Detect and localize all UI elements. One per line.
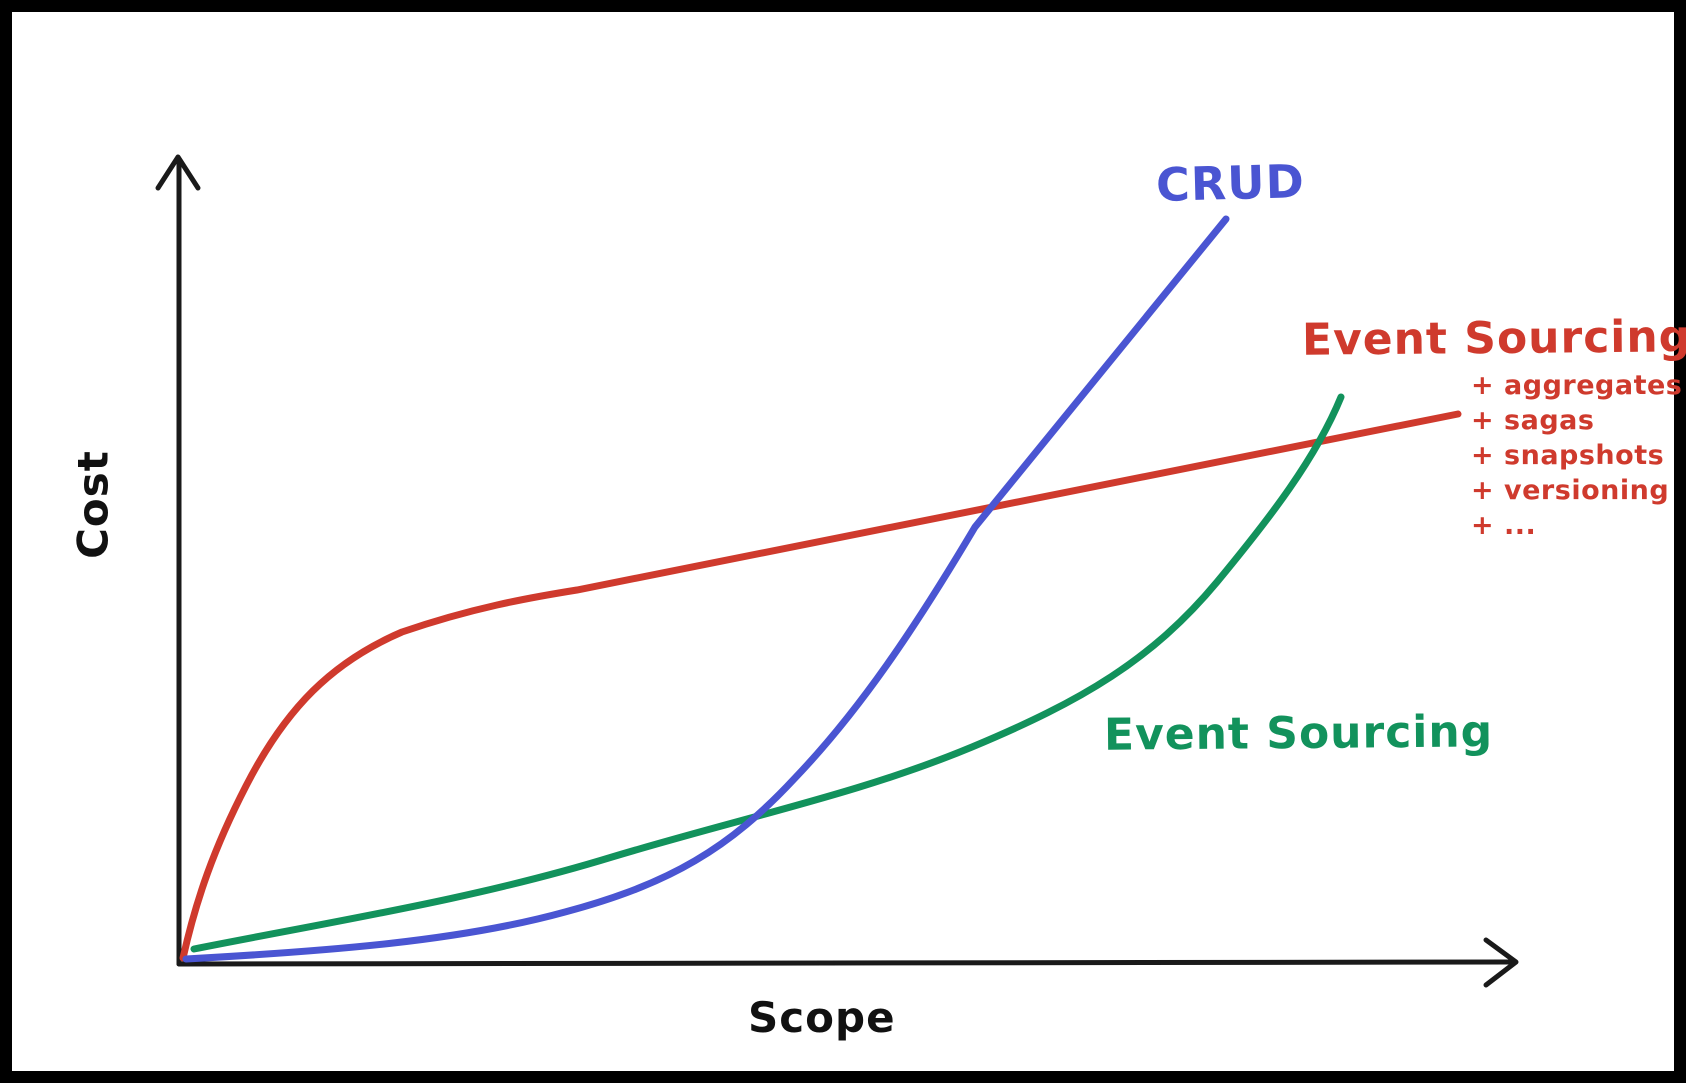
extras-item-snapshots: + snapshots xyxy=(1471,440,1665,471)
y-axis-arrowhead-icon xyxy=(155,154,201,191)
event-sourcing-core-curve xyxy=(190,393,1345,953)
x-axis-line xyxy=(176,959,1513,967)
extras-item-sagas: + sagas xyxy=(1471,405,1595,436)
y-axis-label: Cost xyxy=(68,450,118,559)
x-axis-label: Scope xyxy=(748,993,896,1042)
event-sourcing-full-curve xyxy=(179,410,1462,962)
crud-series-label: CRUD xyxy=(1155,154,1306,212)
event-sourcing-core-series-label: Event Sourcing xyxy=(1103,706,1494,761)
extras-item-versioning: + versioning xyxy=(1471,475,1670,506)
event-sourcing-extras-list: + aggregates + sagas + snapshots + versi… xyxy=(1471,368,1682,543)
extras-item-aggregates: + aggregates xyxy=(1471,370,1683,401)
extras-item-ellipsis: + ... xyxy=(1471,510,1537,541)
event-sourcing-full-series-label: Event Sourcing xyxy=(1301,311,1686,366)
chart-background xyxy=(12,12,1674,1071)
crud-curve xyxy=(182,215,1230,963)
x-axis-arrowhead-icon xyxy=(1483,937,1519,988)
